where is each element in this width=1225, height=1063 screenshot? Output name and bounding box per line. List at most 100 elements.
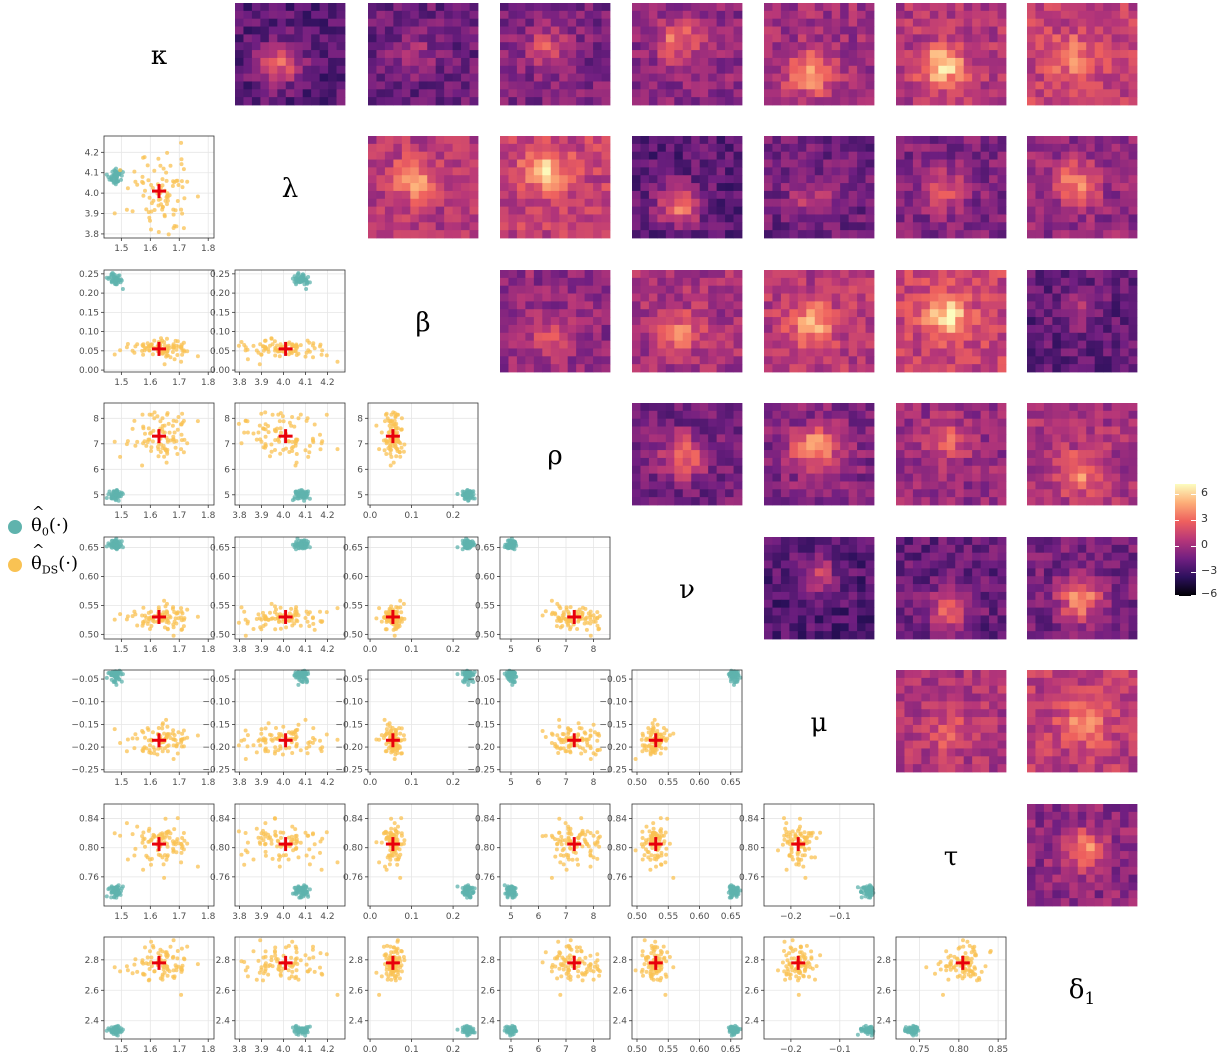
heatmap-cell	[716, 89, 726, 98]
heatmap-cell	[268, 81, 278, 90]
heatmap-cell	[640, 26, 650, 35]
heatmap-cell	[584, 42, 594, 51]
heatmap-cell	[780, 73, 790, 82]
heatmap-cell	[427, 89, 437, 98]
heatmap-cell	[912, 340, 922, 349]
heatmap-cell	[831, 489, 841, 498]
heatmap-cell	[640, 497, 650, 506]
heatmap-cell	[789, 10, 799, 20]
heatmap-cell	[857, 81, 866, 90]
heatmap-cell	[533, 81, 543, 90]
heatmap-cell	[444, 143, 454, 153]
heatmap-cell	[368, 206, 377, 215]
heatmap-cell	[699, 317, 709, 326]
heatmap-cell	[567, 143, 577, 153]
panel-background	[235, 270, 345, 372]
heatmap-cell	[302, 26, 312, 35]
heatmap-cell	[525, 50, 535, 59]
heatmap-cell	[997, 136, 1007, 145]
heatmap-cell	[823, 65, 833, 75]
point-theta0	[114, 488, 119, 492]
heatmap-cell	[929, 473, 939, 482]
heatmap-cell	[772, 434, 782, 443]
heatmap-cell	[896, 497, 905, 506]
heatmap-cell	[848, 356, 858, 365]
heatmap-cell	[418, 151, 428, 160]
heatmap-cell	[235, 10, 244, 20]
heatmap-cell	[764, 442, 773, 451]
heatmap-cell	[508, 159, 518, 168]
heatmap-cell	[368, 73, 377, 82]
heatmap-cell	[559, 143, 569, 153]
heatmap-cell	[857, 42, 866, 51]
heatmap-cell	[285, 89, 295, 98]
heatmap-cell	[921, 465, 931, 475]
heatmap-cell	[665, 434, 675, 443]
heatmap-cell	[1069, 214, 1079, 223]
heatmap-cell	[725, 214, 734, 223]
heatmap-cell	[533, 18, 543, 27]
heatmap-cell	[1077, 190, 1087, 200]
heatmap-cell	[806, 73, 816, 82]
heatmap-cell	[640, 410, 650, 420]
heatmap-cell	[857, 434, 866, 443]
point-thetaDS	[118, 348, 123, 353]
heatmap-cell	[576, 364, 586, 373]
point-thetaDS	[306, 454, 311, 459]
heatmap-cell	[665, 214, 675, 223]
heatmap-cell	[725, 450, 734, 459]
heatmap-cell	[831, 26, 841, 35]
heatmap-cell	[764, 97, 773, 106]
heatmap-cell	[235, 34, 244, 43]
heatmap-cell	[601, 175, 611, 184]
heatmap-cell	[682, 81, 692, 90]
point-thetaDS	[181, 340, 186, 345]
heatmap-cell	[674, 457, 684, 467]
heatmap-cell	[1060, 418, 1070, 427]
heatmap-cell	[452, 89, 462, 98]
heatmap-cell	[980, 450, 990, 459]
heatmap-cell	[848, 3, 858, 12]
heatmap-cell	[708, 183, 718, 192]
heatmap-cell	[780, 356, 790, 365]
heatmap-cell	[648, 143, 658, 153]
heatmap-cell	[789, 332, 799, 342]
heatmap-cell	[640, 206, 650, 215]
heatmap-cell	[989, 332, 998, 342]
heatmap-cell	[708, 65, 718, 75]
heatmap-cell	[1027, 332, 1036, 342]
heatmap-cell	[1086, 198, 1096, 208]
heatmap-cell	[640, 190, 650, 200]
heatmap-cell	[1120, 293, 1129, 302]
heatmap-cell	[567, 175, 577, 184]
heatmap-cell	[1077, 489, 1087, 498]
heatmap-cell	[980, 230, 990, 239]
diagonal-label-kappa: κ	[151, 41, 167, 71]
heatmap-cell	[708, 426, 718, 435]
heatmap-cell	[972, 277, 982, 287]
heatmap-cell	[576, 89, 586, 98]
heatmap-cell	[1128, 42, 1138, 51]
heatmap-cell	[1120, 497, 1129, 506]
heatmap-cell	[674, 206, 684, 215]
heatmap-cell	[319, 65, 329, 75]
heatmap-rho-tau	[896, 403, 1007, 506]
heatmap-cell	[376, 214, 386, 223]
heatmap-cell	[929, 364, 939, 373]
heatmap-cell	[946, 57, 956, 67]
heatmap-cell	[691, 497, 701, 506]
heatmap-cell	[997, 332, 1007, 342]
heatmap-cell	[989, 489, 998, 498]
heatmap-cell	[921, 159, 931, 168]
heatmap-cell	[559, 230, 569, 239]
heatmap-cell	[955, 497, 965, 506]
heatmap-cell	[772, 442, 782, 451]
point-thetaDS	[165, 412, 170, 417]
heatmap-cell	[896, 434, 905, 443]
heatmap-cell	[780, 457, 790, 467]
heatmap-cell	[848, 270, 858, 279]
heatmap-cell	[401, 34, 411, 43]
heatmap-cell	[516, 159, 526, 168]
heatmap-cell	[912, 324, 922, 334]
heatmap-cell	[840, 309, 850, 318]
